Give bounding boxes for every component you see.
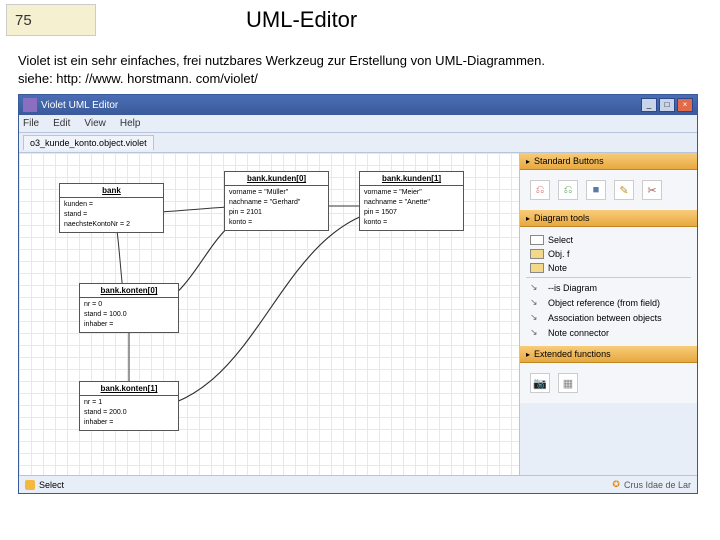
swatch-icon: [530, 235, 544, 245]
uml-object[interactable]: bank.konten[0]nr = 0stand = 100.0inhaber…: [79, 283, 179, 332]
diagram-tool-item[interactable]: Obj. f: [526, 247, 691, 261]
object-name: bank.kunden[1]: [360, 172, 463, 186]
diagram-canvas[interactable]: bankkunden =stand =naechsteKontoNr = 2ba…: [19, 153, 519, 475]
status-credit: Crus Idae de Lar: [612, 479, 691, 490]
tool-label: --is Diagram: [548, 283, 597, 293]
tool-label: Select: [548, 235, 573, 245]
diagram-tool-link[interactable]: ↘ --is Diagram: [526, 280, 691, 295]
toolbar-icon[interactable]: ⎌: [558, 180, 578, 200]
subtitle-line2: siehe: http: //www. horstmann. com/viole…: [18, 70, 702, 88]
diagram-items: Select Obj. f Note: [526, 233, 691, 275]
uml-object[interactable]: bank.konten[1]nr = 1stand = 200.0inhaber…: [79, 381, 179, 430]
slide-number: 75: [6, 4, 96, 36]
menu-view[interactable]: View: [84, 118, 106, 129]
tool-label: Object reference (from field): [548, 298, 660, 308]
uml-object[interactable]: bankkunden =stand =naechsteKontoNr = 2: [59, 183, 164, 232]
arrow-icon: ↘: [530, 312, 544, 323]
arrow-icon: ↘: [530, 282, 544, 293]
object-name: bank.konten[0]: [80, 284, 178, 298]
swatch-icon: [530, 263, 544, 273]
statusbar: Select Crus Idae de Lar: [19, 475, 697, 493]
object-name: bank.kunden[0]: [225, 172, 328, 186]
diagram-links: ↘ --is Diagram ↘ Object reference (from fie…: [526, 280, 691, 340]
object-fields: kunden =stand =naechsteKontoNr = 2: [60, 198, 163, 231]
object-name: bank.konten[1]: [80, 382, 178, 396]
toolbar-icon[interactable]: ✂: [642, 180, 662, 200]
panel-extended-header[interactable]: Extended functions: [520, 346, 697, 363]
status-select: Select: [25, 480, 64, 490]
tool-label: Obj. f: [548, 249, 570, 259]
uml-object[interactable]: bank.kunden[1]vorname = "Meier"nachname …: [359, 171, 464, 230]
arrow-icon: ↘: [530, 327, 544, 338]
right-panel: Standard Buttons ⎌ ⎌ ■ ✎ ✂ Diagram tools Sel…: [519, 153, 697, 475]
object-fields: nr = 0stand = 100.0inhaber =: [80, 298, 178, 331]
toolbar-icon[interactable]: ✎: [614, 180, 634, 200]
window-title: Violet UML Editor: [41, 100, 639, 111]
extended-icons: 📷▦: [526, 369, 691, 397]
minimize-button[interactable]: _: [641, 98, 657, 112]
document-tab[interactable]: o3_kunde_konto.object.violet: [23, 135, 154, 150]
diagram-tool-item[interactable]: Select: [526, 233, 691, 247]
tabbar: o3_kunde_konto.object.violet: [19, 133, 697, 153]
object-fields: vorname = "Müller"nachname = "Gerhard"pi…: [225, 186, 328, 229]
standard-icons: ⎌ ⎌ ■ ✎ ✂: [526, 176, 691, 204]
swatch-icon: [530, 249, 544, 259]
app-icon: [23, 98, 37, 112]
page-title: UML-Editor: [246, 7, 357, 33]
toolbar-icon[interactable]: ▦: [558, 373, 578, 393]
subtitle: Violet ist ein sehr einfaches, frei nutz…: [18, 52, 702, 88]
menubar: File Edit View Help: [19, 115, 697, 133]
diagram-tool-link[interactable]: ↘ Association between objects: [526, 310, 691, 325]
diagram-tool-item[interactable]: Note: [526, 261, 691, 275]
object-fields: nr = 1stand = 200.0inhaber =: [80, 396, 178, 429]
toolbar-icon[interactable]: 📷: [530, 373, 550, 393]
app-window: Violet UML Editor _ □ × File Edit View H…: [18, 94, 698, 494]
tool-label: Association between objects: [548, 313, 662, 323]
diagram-tool-link[interactable]: ↘ Note connector: [526, 325, 691, 340]
arrow-icon: ↘: [530, 297, 544, 308]
menu-edit[interactable]: Edit: [53, 118, 70, 129]
tool-label: Note: [548, 263, 567, 273]
toolbar-icon[interactable]: ■: [586, 180, 606, 200]
panel-diagram-header[interactable]: Diagram tools: [520, 210, 697, 227]
toolbar-icon[interactable]: ⎌: [530, 180, 550, 200]
close-button[interactable]: ×: [677, 98, 693, 112]
maximize-button[interactable]: □: [659, 98, 675, 112]
tool-label: Note connector: [548, 328, 609, 338]
menu-file[interactable]: File: [23, 118, 39, 129]
titlebar[interactable]: Violet UML Editor _ □ ×: [19, 95, 697, 115]
object-fields: vorname = "Meier"nachname = "Anette"pin …: [360, 186, 463, 229]
diagram-tool-link[interactable]: ↘ Object reference (from field): [526, 295, 691, 310]
panel-standard-header[interactable]: Standard Buttons: [520, 153, 697, 170]
subtitle-line1: Violet ist ein sehr einfaches, frei nutz…: [18, 52, 702, 70]
object-name: bank: [60, 184, 163, 198]
menu-help[interactable]: Help: [120, 118, 141, 129]
uml-object[interactable]: bank.kunden[0]vorname = "Müller"nachname…: [224, 171, 329, 230]
